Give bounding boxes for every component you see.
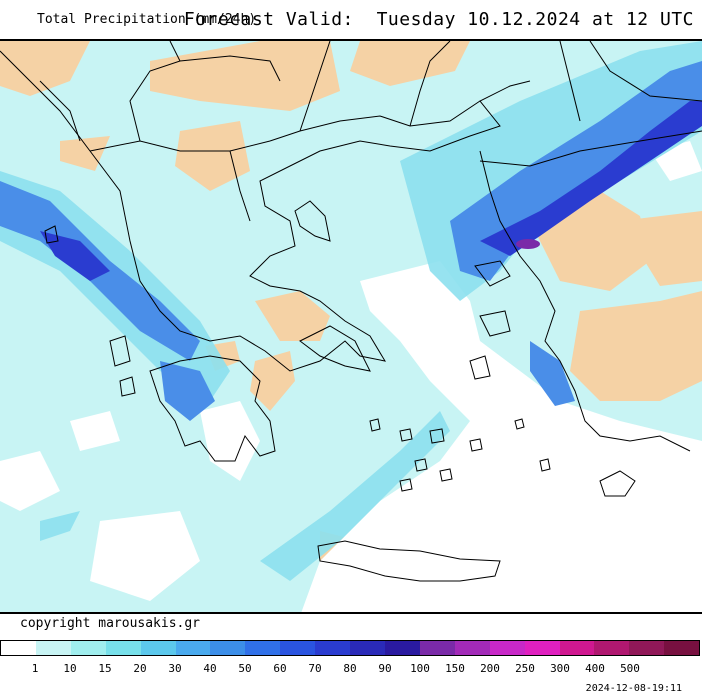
coastlines — [0, 41, 702, 582]
color-legend — [0, 640, 700, 656]
legend-label: 90 — [378, 662, 392, 675]
legend-swatch — [350, 641, 385, 655]
legend-label: 500 — [620, 662, 640, 675]
legend-swatch — [419, 641, 455, 655]
legend-label: 10 — [63, 662, 77, 675]
legend-swatch — [524, 641, 560, 655]
forecast-valid: Forecast Valid: Tuesday 10.12.2024 at 12… — [184, 9, 694, 30]
legend-label: 30 — [168, 662, 182, 675]
forecast-label: Forecast Valid: — [183, 9, 354, 30]
map-canvas — [0, 41, 702, 612]
precipitation-map — [0, 39, 702, 614]
legend-label: 15 — [98, 662, 112, 675]
legend-swatch — [210, 641, 246, 655]
legend-label: 100 — [410, 662, 430, 675]
legend-label: 150 — [445, 662, 465, 675]
legend-swatch — [489, 641, 525, 655]
legend-swatch — [140, 641, 176, 655]
legend-labels: 1 10 15 20 30 40 50 60 70 80 90 100 150 200 250 300 400 5… — [0, 662, 700, 676]
extreme-precip-spot — [516, 239, 540, 249]
legend-swatch — [559, 641, 595, 655]
legend-label: 80 — [343, 662, 357, 675]
legend-swatch — [315, 641, 351, 655]
no-precip-areas — [0, 141, 702, 612]
legend-label: 400 — [585, 662, 605, 675]
legend-swatch — [1, 641, 36, 655]
legend-swatch — [384, 641, 420, 655]
legend-label: 250 — [515, 662, 535, 675]
legend-label: 60 — [273, 662, 287, 675]
legend-swatch — [35, 641, 71, 655]
legend-label: 1 — [31, 662, 39, 675]
forecast-time: Tuesday 10.12.2024 at 12 UTC — [376, 9, 694, 30]
legend-swatch — [280, 641, 316, 655]
generated-timestamp: 2024-12-08-19:11 — [585, 683, 682, 694]
legend-swatch — [175, 641, 211, 655]
legend-swatch — [629, 641, 665, 655]
legend-swatch — [105, 641, 141, 655]
legend-swatch — [245, 641, 281, 655]
legend-label: 50 — [238, 662, 252, 675]
legend-label: 20 — [133, 662, 147, 675]
legend-label: 70 — [308, 662, 322, 675]
legend-label: 200 — [480, 662, 500, 675]
legend-swatch — [594, 641, 630, 655]
legend-swatch — [664, 641, 700, 655]
copyright-text: copyright marousakis.gr — [20, 616, 201, 631]
map-title: Total Precipitation (mm/24h) — [37, 12, 257, 27]
legend-label: 300 — [550, 662, 570, 675]
legend-swatch — [70, 641, 106, 655]
legend-swatch — [454, 641, 490, 655]
legend-label: 40 — [203, 662, 217, 675]
